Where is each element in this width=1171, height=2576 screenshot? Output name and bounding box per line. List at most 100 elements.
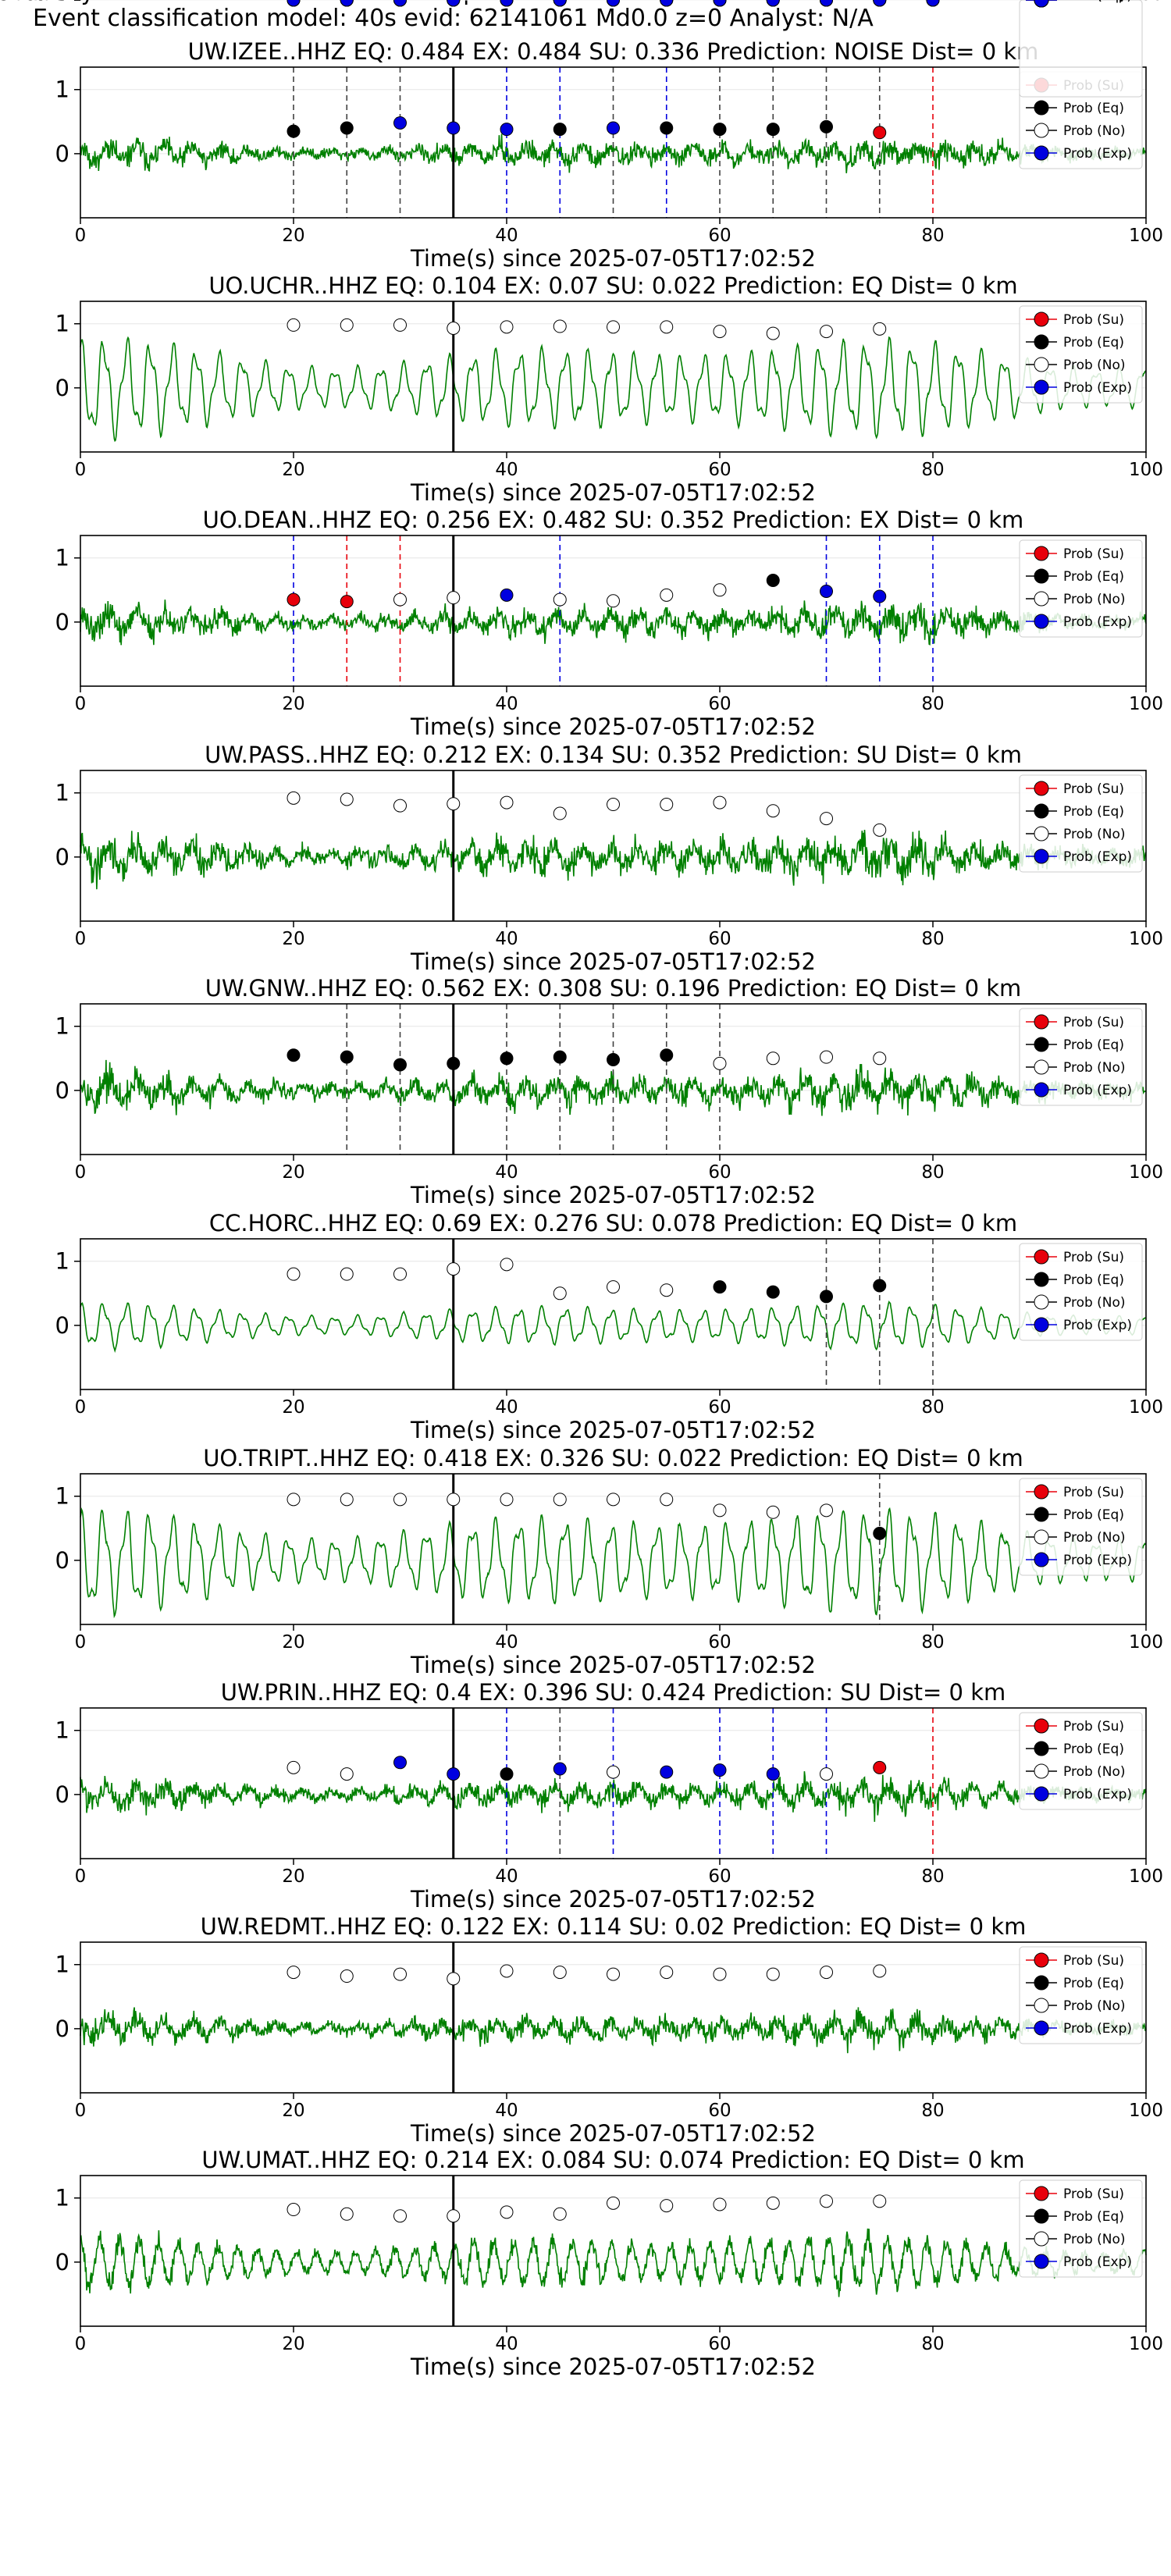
prob-marker-no bbox=[340, 1767, 354, 1781]
prob-marker-no bbox=[287, 1267, 301, 1281]
x-tick-label: 80 bbox=[921, 1397, 944, 1418]
legend-marker bbox=[1034, 826, 1049, 841]
legend-label: Prob (Exp) bbox=[1063, 1083, 1132, 1098]
prob-marker-eq bbox=[766, 123, 780, 137]
mean-prob-marker-exp bbox=[500, 0, 514, 7]
axes-frame bbox=[80, 535, 1147, 687]
prob-marker-no bbox=[766, 1505, 780, 1519]
mean-prob-marker-exp bbox=[287, 0, 301, 7]
prob-marker-eq bbox=[500, 1051, 514, 1066]
legend-marker bbox=[1034, 591, 1049, 607]
prob-marker-no bbox=[340, 1493, 354, 1507]
legend-label: Prob (Eq) bbox=[1063, 804, 1124, 820]
x-tick-label: 80 bbox=[921, 1866, 944, 1887]
prob-marker-no bbox=[553, 1966, 567, 1980]
prob-marker-no bbox=[393, 2209, 407, 2223]
legend-marker bbox=[1034, 546, 1049, 561]
legend-label: Prob (Su) bbox=[1063, 1485, 1124, 1500]
legend-marker bbox=[1034, 849, 1049, 864]
subplot-title: UW.REDMT..HHZ EQ: 0.122 EX: 0.114 SU: 0.… bbox=[201, 1913, 1027, 1940]
prob-marker-no bbox=[447, 2209, 461, 2223]
legend-label: Prob (Exp) bbox=[1063, 1553, 1132, 1568]
legend-label: Prob (Exp) bbox=[1063, 2254, 1132, 2270]
prob-marker-no bbox=[820, 325, 833, 339]
prob-marker-no bbox=[553, 319, 567, 333]
prob-marker-no bbox=[660, 1493, 674, 1507]
prob-marker-no bbox=[713, 583, 727, 597]
prob-marker-exp bbox=[766, 1767, 780, 1781]
legend-marker bbox=[1034, 2231, 1049, 2247]
mean-prob-marker-exp bbox=[393, 0, 407, 7]
x-tick-label: 0 bbox=[75, 2334, 87, 2354]
legend-marker bbox=[1034, 1317, 1049, 1332]
x-tick-label: 0 bbox=[75, 1397, 87, 1418]
prob-marker-exp bbox=[713, 1763, 727, 1777]
legend-marker bbox=[1034, 1552, 1049, 1567]
prob-marker-no bbox=[287, 318, 301, 332]
legend-label: Prob (No) bbox=[1063, 827, 1126, 842]
legend-marker bbox=[1034, 357, 1049, 372]
x-tick-label: 40 bbox=[495, 1162, 518, 1183]
x-axis-label: Time(s) since 2025-07-05T17:02:52 bbox=[410, 2120, 816, 2147]
prob-marker-exp bbox=[820, 584, 833, 598]
legend-label: Prob (Eq) bbox=[1063, 335, 1124, 350]
x-axis-label: Time(s) since 2025-07-05T17:02:52 bbox=[410, 1886, 816, 1912]
prob-marker-eq bbox=[553, 123, 567, 137]
prob-marker-no bbox=[820, 1966, 833, 1980]
prob-marker-no bbox=[873, 823, 887, 837]
prob-marker-no bbox=[766, 326, 780, 340]
legend-label: Prob (No) bbox=[1063, 1764, 1126, 1780]
legend-label: Prob (Su) bbox=[1063, 312, 1124, 328]
main-title: Event classification model: 40s evid: 62… bbox=[33, 5, 874, 32]
legend-marker bbox=[1034, 1082, 1049, 1098]
prob-marker-no bbox=[393, 1267, 407, 1281]
x-tick-label: 20 bbox=[282, 226, 304, 246]
prob-marker-no bbox=[766, 2196, 780, 2210]
x-tick-label: 0 bbox=[75, 226, 87, 246]
legend-marker bbox=[1034, 568, 1049, 584]
prob-marker-no bbox=[500, 795, 514, 809]
x-tick-label: 0 bbox=[75, 2101, 87, 2121]
legend-marker bbox=[1034, 2020, 1049, 2036]
x-axis-label: Time(s) since 2025-07-05T17:02:52 bbox=[410, 479, 816, 506]
y-tick-label: 1.0 bbox=[34, 0, 69, 5]
prob-marker-exp bbox=[393, 1756, 407, 1770]
prob-marker-no bbox=[766, 1967, 780, 1981]
prob-marker-eq bbox=[873, 1526, 887, 1540]
x-tick-label: 80 bbox=[921, 460, 944, 480]
subplot-9: UW.REDMT..HHZ EQ: 0.122 EX: 0.114 SU: 0.… bbox=[55, 1913, 1163, 2147]
x-tick-label: 80 bbox=[921, 2101, 944, 2121]
prob-marker-no bbox=[447, 1972, 461, 1986]
legend-marker bbox=[1034, 2254, 1049, 2269]
legend-label: Prob (Exp) bbox=[1063, 849, 1132, 865]
x-tick-label: 60 bbox=[708, 1397, 731, 1418]
prob-marker-eq bbox=[713, 123, 727, 137]
y-tick-label: 0 bbox=[55, 844, 69, 870]
mean-prob-marker-exp bbox=[660, 0, 674, 7]
prob-marker-no bbox=[287, 1493, 301, 1507]
legend-label: Prob (Exp) bbox=[1063, 380, 1132, 396]
y-tick-label: 0 bbox=[55, 141, 69, 167]
prob-marker-no bbox=[447, 591, 461, 605]
subplot-8: UW.PRIN..HHZ EQ: 0.4 EX: 0.396 SU: 0.424… bbox=[55, 1679, 1163, 1912]
y-tick-label: 1 bbox=[55, 1952, 69, 1978]
subplot-11: evid: 62141061 Md0.0 Mean prob: EQ: 0.34… bbox=[0, 0, 1163, 98]
x-tick-label: 20 bbox=[282, 1162, 304, 1183]
mean-prob-marker-exp bbox=[713, 0, 727, 7]
waveform-trace bbox=[80, 2228, 1147, 2297]
prob-marker-eq bbox=[340, 121, 354, 135]
legend-label: Prob (Exp) bbox=[1063, 146, 1132, 162]
legend-marker bbox=[1034, 614, 1049, 629]
legend-marker bbox=[1034, 123, 1049, 138]
y-tick-label: 1 bbox=[55, 1248, 69, 1275]
prob-marker-no bbox=[820, 812, 833, 826]
prob-marker-no bbox=[873, 2194, 887, 2208]
prob-marker-no bbox=[393, 592, 407, 607]
prob-marker-no bbox=[660, 2199, 674, 2213]
x-tick-label: 80 bbox=[921, 226, 944, 246]
x-tick-label: 0 bbox=[75, 1866, 87, 1887]
x-tick-label: 0 bbox=[75, 460, 87, 480]
prob-marker-no bbox=[447, 1262, 461, 1276]
prob-marker-no bbox=[340, 318, 354, 332]
y-tick-label: 0.0 bbox=[34, 0, 69, 5]
